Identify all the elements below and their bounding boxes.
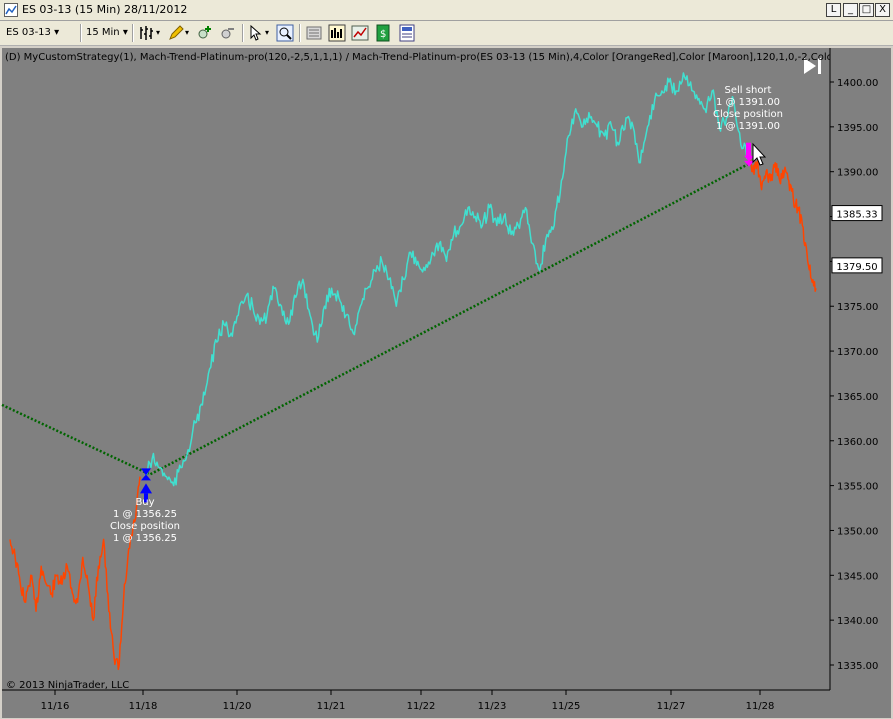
y-tick-label: 1400.00 xyxy=(837,78,878,89)
toolbar-divider xyxy=(80,24,82,42)
mouse-cursor-icon xyxy=(752,142,767,166)
price-chart[interactable]: 1400.001395.001390.001385.001380.001375.… xyxy=(0,46,893,719)
chart-info-line: (D) MyCustomStrategy(1), Mach-Trend-Plat… xyxy=(5,52,830,63)
y-tick-label: 1365.00 xyxy=(837,392,878,403)
x-tick-label: 11/27 xyxy=(657,701,686,712)
zoom-in-icon[interactable] xyxy=(196,24,214,42)
x-tick-label: 11/16 xyxy=(41,701,70,712)
y-tick-label: 1370.00 xyxy=(837,347,878,358)
data-box-icon[interactable]: $ xyxy=(374,24,392,42)
svg-text:$: $ xyxy=(380,29,386,40)
buy-entry-marker xyxy=(141,474,151,481)
x-tick-label: 11/23 xyxy=(478,701,507,712)
buy-arrow-icon xyxy=(140,483,152,494)
price-axis[interactable] xyxy=(830,48,891,690)
copyright-text: © 2013 NinjaTrader, LLC xyxy=(6,680,130,691)
indicators-icon[interactable] xyxy=(328,24,346,42)
y-tick-label: 1375.00 xyxy=(837,302,878,313)
y-tick-label: 1350.00 xyxy=(837,526,878,537)
x-tick-label: 11/25 xyxy=(552,701,581,712)
current-price-box xyxy=(831,205,883,222)
price-series-line xyxy=(9,476,141,671)
cursor-icon[interactable] xyxy=(247,24,265,42)
toolbar-divider xyxy=(242,24,244,42)
x-tick-label: 11/22 xyxy=(407,701,436,712)
y-tick-label: 1340.00 xyxy=(837,616,878,627)
price-series-line xyxy=(747,153,817,292)
sell-annotation-text: Close position xyxy=(713,109,783,120)
toolbar-divider xyxy=(299,24,301,42)
chevron-down-icon[interactable]: ▾ xyxy=(185,28,190,37)
buy-arrow-stem xyxy=(144,493,148,503)
y-tick-label: 1345.00 xyxy=(837,571,878,582)
sell-annotation-text: Sell short xyxy=(725,85,772,96)
x-axis-ticks: 11/16 11/18 11/20 11/21 11/22 11/23 11/25 11/27… xyxy=(41,690,775,712)
trade-markers xyxy=(140,142,754,503)
sell-short-arrow-icon xyxy=(746,142,751,157)
maximize-button[interactable]: □ xyxy=(859,3,874,17)
chevron-down-icon[interactable]: ▾ xyxy=(265,28,270,37)
drawing-pencil-icon[interactable] xyxy=(167,24,185,42)
chevron-down-icon: ▾ xyxy=(122,27,128,38)
x-tick-label: 11/21 xyxy=(317,701,346,712)
link-button[interactable]: L xyxy=(826,3,841,17)
close-button[interactable]: X xyxy=(875,3,890,17)
y-tick-label: 1395.00 xyxy=(837,123,878,134)
bar-type-icon[interactable] xyxy=(138,24,156,42)
price-labels: 1385.33 1379.50 xyxy=(831,205,883,274)
window-title: ES 03-13 (15 Min) 28/11/2012 xyxy=(22,3,188,16)
buy-annotation-text: Buy xyxy=(135,497,154,508)
magnifier-icon[interactable] xyxy=(276,24,294,42)
chart-toolbar: ES 03-13 ▾ 15 Min ▾ ▾ ▾ ▾ $ xyxy=(0,21,893,46)
y-tick-label: 1335.00 xyxy=(837,661,878,672)
chevron-down-icon: ▾ xyxy=(54,27,60,38)
window-titlebar: ES 03-13 (15 Min) 28/11/2012 L _ □ X xyxy=(0,0,893,21)
chevron-down-icon[interactable]: ▾ xyxy=(156,28,161,37)
chart-trader-icon[interactable] xyxy=(398,24,416,42)
ninjatrader-app-icon xyxy=(4,3,18,17)
zoom-out-icon[interactable] xyxy=(219,24,237,42)
interval-selector[interactable]: 15 Min ▾ xyxy=(86,24,128,42)
current-price-label: 1385.33 xyxy=(836,210,877,221)
price-series xyxy=(9,72,817,671)
x-tick-label: 11/18 xyxy=(129,701,158,712)
current-price-box xyxy=(831,257,883,274)
toolbar-divider xyxy=(132,24,134,42)
instrument-selector[interactable]: ES 03-13 ▾ xyxy=(6,24,59,42)
instrument-label: ES 03-13 xyxy=(6,27,51,38)
buy-exit-marker xyxy=(141,468,151,476)
strategies-icon[interactable] xyxy=(351,24,369,42)
x-tick-label: 11/28 xyxy=(746,701,775,712)
minimize-button[interactable]: _ xyxy=(843,3,858,17)
chart-plot-area[interactable] xyxy=(2,48,830,690)
y-tick-label: 1390.00 xyxy=(837,168,878,179)
y-tick-label: 1355.00 xyxy=(837,482,878,493)
sell-annotation-text: 1 @ 1391.00 xyxy=(716,97,780,108)
properties-icon[interactable] xyxy=(305,24,323,42)
sell-annotation-text: 1 @ 1391.00 xyxy=(716,121,780,132)
time-axis[interactable] xyxy=(2,690,891,718)
current-price-label: 1379.50 xyxy=(836,262,877,273)
sell-arrow-head xyxy=(744,155,754,162)
x-tick-label: 11/20 xyxy=(223,701,252,712)
buy-annotation-text: Close position xyxy=(110,521,180,532)
buy-annotation-text: 1 @ 1356.25 xyxy=(113,533,177,544)
price-series-line xyxy=(144,72,749,487)
scroll-to-end-button[interactable] xyxy=(804,58,821,74)
buy-annotation-text: 1 @ 1356.25 xyxy=(113,509,177,520)
sell-exit-marker xyxy=(744,160,754,167)
interval-label: 15 Min xyxy=(86,27,120,38)
y-tick-label: 1360.00 xyxy=(837,437,878,448)
